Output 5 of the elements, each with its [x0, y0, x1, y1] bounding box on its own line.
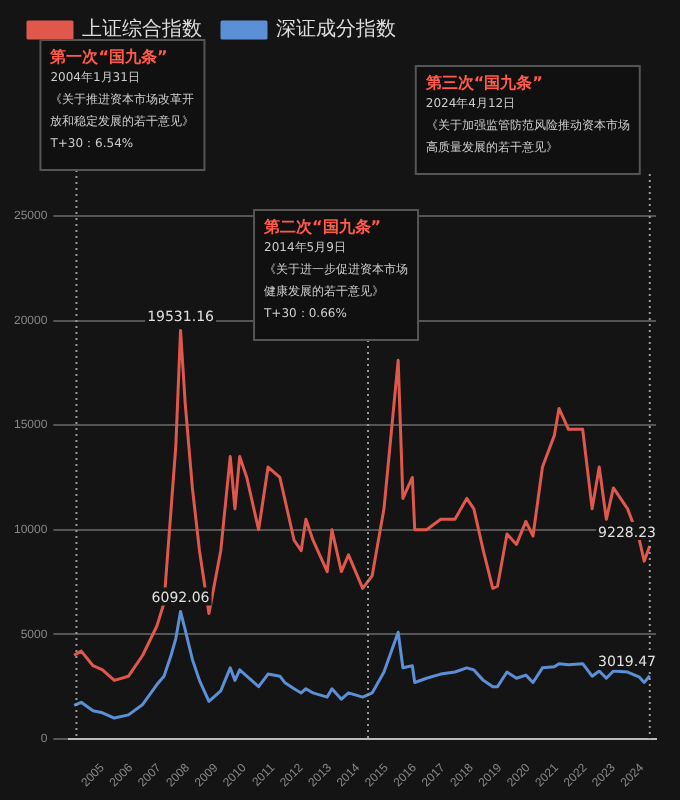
text: 第三次“国九条”: [423, 74, 543, 93]
text: 第一次“国九条”: [48, 48, 168, 67]
annotation: 第二次“国九条”: [262, 218, 382, 237]
legend-label: 上证综合指数: [82, 17, 202, 42]
legend-label: 深证成分指数: [276, 17, 396, 42]
